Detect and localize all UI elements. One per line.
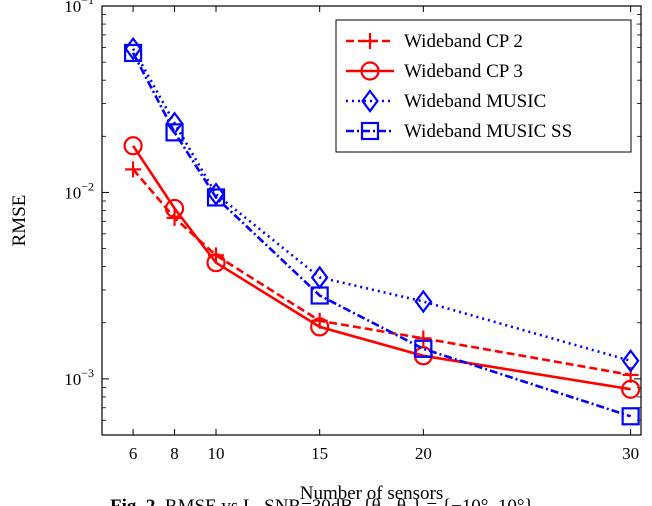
- legend-marker: [360, 61, 380, 81]
- data-point: [206, 188, 226, 207]
- series-wideband-music-ss: [123, 43, 640, 426]
- x-tick-label: 10: [208, 444, 225, 463]
- legend-entry: Wideband CP 2: [346, 31, 523, 52]
- x-tick-label: 8: [170, 444, 179, 463]
- data-point: [165, 111, 184, 136]
- y-tick-exponent: −2: [81, 179, 94, 193]
- y-axis-ticks: 10−310−210−1: [64, 0, 641, 436]
- data-point: [123, 43, 143, 63]
- y-tick-exponent: −1: [81, 0, 94, 7]
- caption-text: . RMSE vs L, SNR=30dB, {θ₁, θ₂} = {−10°,…: [155, 496, 538, 506]
- legend-label: Wideband MUSIC: [404, 91, 546, 112]
- data-point: [206, 253, 226, 273]
- plot-frame: [101, 5, 642, 436]
- legend-entry: Wideband MUSIC: [346, 89, 546, 113]
- legend-entry: Wideband CP 3: [346, 61, 523, 82]
- data-point: [621, 348, 640, 373]
- series-layer: [123, 36, 641, 426]
- y-tick-base: 10: [64, 0, 81, 16]
- series-wideband-cp-3: [123, 136, 641, 399]
- legend-label: Wideband MUSIC SS: [404, 121, 572, 142]
- caption-label: Fig. 2: [110, 496, 155, 506]
- data-point: [621, 379, 641, 399]
- legend-label: Wideband CP 2: [404, 31, 523, 52]
- legend-marker: [362, 33, 378, 49]
- x-tick-label: 6: [129, 444, 138, 463]
- y-tick-label: 10−2: [64, 179, 94, 202]
- x-tick-label: 20: [415, 444, 432, 463]
- data-point: [165, 123, 184, 142]
- legend-label: Wideband CP 3: [404, 61, 523, 82]
- data-point: [415, 330, 432, 347]
- legend-marker: [360, 121, 380, 141]
- data-point: [207, 182, 225, 206]
- data-point: [125, 161, 142, 178]
- legend: Wideband CP 2 Wideband CP 3 Wideband MUSIC…: [335, 19, 632, 153]
- x-axis-ticks: 6 8 10 15 20 30: [129, 6, 639, 463]
- legend-marker: [361, 89, 379, 113]
- data-point: [414, 339, 433, 358]
- data-point: [164, 198, 185, 219]
- data-point: [310, 286, 329, 305]
- y-tick-exponent: −3: [81, 366, 94, 380]
- y-tick-label: 10−1: [64, 0, 94, 16]
- data-point: [123, 136, 143, 156]
- series-line: [132, 168, 631, 377]
- y-tick-label: 10−3: [64, 366, 94, 389]
- data-point: [621, 407, 640, 426]
- series-line: [132, 145, 631, 391]
- data-point: [414, 289, 433, 314]
- x-axis-label: Number of sensors: [300, 483, 444, 504]
- legend-entry: Wideband MUSIC SS: [346, 121, 572, 142]
- x-tick-label: 30: [622, 444, 639, 463]
- y-tick-base: 10: [64, 370, 81, 389]
- y-tick-base: 10: [64, 183, 81, 202]
- series-wideband-cp-2: [125, 161, 639, 383]
- data-point: [310, 317, 330, 337]
- y-axis-label: RMSE: [9, 195, 30, 247]
- x-tick-label: 15: [311, 444, 328, 463]
- figure-caption: Fig. 2. RMSE vs L, SNR=30dB, {θ₁, θ₂} = …: [110, 496, 538, 506]
